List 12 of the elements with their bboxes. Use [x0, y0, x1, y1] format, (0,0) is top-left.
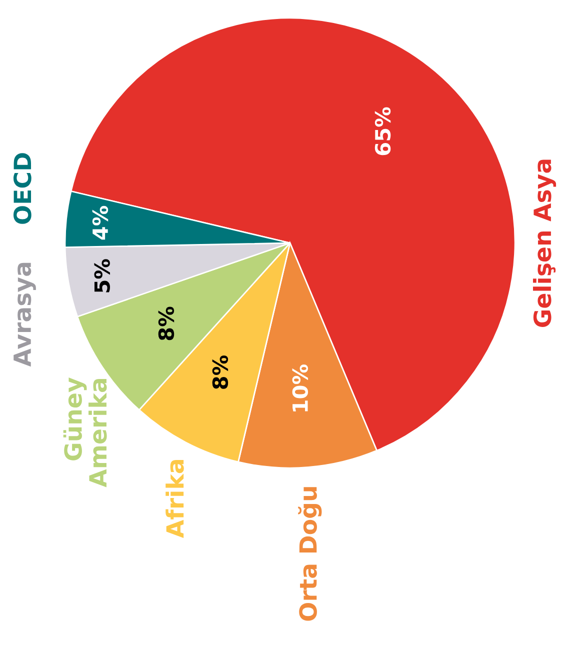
- slice-label: Avrasya: [14, 262, 36, 367]
- slice-label: OECD: [13, 153, 32, 224]
- data-label: 65%: [374, 107, 391, 156]
- data-label: 8%: [212, 355, 228, 389]
- slice-label: Afrika: [166, 460, 184, 538]
- slice-label: Orta Doğu: [298, 487, 322, 621]
- slice-label: Gelişen Asya: [533, 160, 556, 327]
- slice-label: Güney Amerika: [63, 378, 107, 488]
- data-label: 5%: [94, 259, 110, 292]
- data-label: 4%: [92, 206, 108, 240]
- data-label: 10%: [292, 364, 308, 412]
- data-label: 8%: [158, 306, 174, 340]
